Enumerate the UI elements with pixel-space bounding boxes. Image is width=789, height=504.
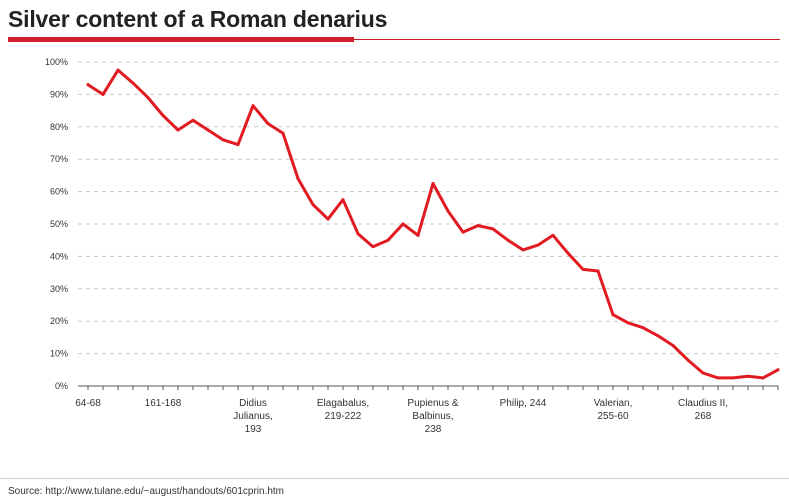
data-point (326, 217, 330, 221)
x-tick-label-line: 268 (695, 411, 712, 422)
y-tick-label: 100% (45, 57, 68, 67)
x-tick-label-line: 64-68 (75, 398, 101, 409)
y-axis-tick-labels: 0% 10% 20% 30% 40% 50% 60% 70% 80% 90% 100% (45, 57, 68, 391)
data-point (506, 238, 510, 242)
y-tick-label: 40% (50, 251, 68, 261)
x-axis (78, 385, 779, 390)
data-point (161, 113, 165, 117)
line-chart: 0% 10% 20% 30% 40% 50% 60% 70% 80% 90% 100% 64-68 1… (45, 57, 780, 435)
data-point (131, 81, 135, 85)
y-tick-label: 20% (50, 316, 68, 326)
y-tick-label: 90% (50, 89, 68, 99)
y-tick-label: 80% (50, 122, 68, 132)
data-point (221, 138, 225, 142)
data-point (686, 358, 690, 362)
data-point (236, 143, 240, 147)
data-point (386, 238, 390, 242)
x-tick-label: Claudius II, 268 (678, 398, 728, 422)
data-point (176, 128, 180, 132)
title-underline (8, 39, 780, 40)
data-point (206, 128, 210, 132)
x-tick-label-line: 255-60 (597, 411, 629, 422)
y-tick-label: 10% (50, 349, 68, 359)
data-point (311, 203, 315, 207)
x-tick-label: Didius Julianus, 193 (233, 398, 272, 435)
data-point (86, 83, 90, 87)
data-point (116, 68, 120, 72)
x-tick-label-line: Valerian, (594, 398, 633, 409)
data-point (761, 376, 765, 380)
data-point (416, 233, 420, 237)
data-point (461, 230, 465, 234)
x-tick-label-line: 193 (245, 424, 262, 435)
data-points (86, 68, 780, 380)
data-point (641, 326, 645, 330)
data-point (251, 104, 255, 108)
x-axis-tick-labels: 64-68 161-168 Didius Julianus, 193 Elagabalus… (75, 398, 728, 435)
data-point (671, 344, 675, 347)
chart-title: Silver content of a Roman denarius (8, 6, 388, 32)
data-point (281, 131, 285, 135)
data-point (146, 96, 150, 100)
y-tick-label: 50% (50, 219, 68, 229)
y-tick-label: 70% (50, 154, 68, 164)
x-tick-label: 161-168 (145, 398, 182, 409)
data-point (701, 371, 705, 375)
footer-divider (0, 478, 789, 479)
x-tick-label-line: Claudius II, (678, 398, 728, 409)
x-tick-label-line: Julianus, (233, 411, 272, 422)
data-point (341, 198, 345, 202)
data-point (746, 374, 750, 378)
data-point (626, 321, 630, 325)
data-point (356, 232, 360, 236)
x-tick-label-line: Pupienus & (407, 398, 458, 409)
data-point (431, 182, 435, 185)
y-tick-label: 0% (55, 381, 68, 391)
x-tick-label-line: Didius (239, 398, 267, 409)
data-point (476, 224, 480, 228)
data-point (656, 334, 660, 338)
data-point (581, 267, 585, 271)
x-tick-label-line: Balbinus, (412, 411, 453, 422)
data-point (596, 269, 600, 273)
data-point (191, 118, 195, 122)
y-tick-label: 30% (50, 284, 68, 294)
data-point (491, 227, 495, 231)
data-point (776, 368, 780, 372)
x-tick-label: Pupienus & Balbinus, 238 (407, 398, 458, 435)
x-tick-label-line: 238 (425, 424, 442, 435)
data-point (296, 177, 300, 181)
x-tick-label: Elagabalus, 219-222 (317, 398, 369, 422)
x-tick-label: Philip, 244 (500, 398, 547, 409)
data-point (266, 122, 270, 126)
data-point (731, 376, 735, 380)
gridlines (78, 61, 778, 355)
data-point (716, 376, 720, 380)
y-tick-label: 60% (50, 187, 68, 197)
title-accent-bar (8, 37, 354, 42)
x-tick-label-line: 161-168 (145, 398, 182, 409)
data-point (446, 209, 450, 213)
x-tick-label-line: Elagabalus, (317, 398, 369, 409)
data-point (536, 243, 540, 247)
data-point (611, 313, 615, 317)
data-point (521, 248, 525, 252)
data-point (401, 222, 405, 226)
x-tick-label: Valerian, 255-60 (594, 398, 633, 422)
data-point (101, 92, 105, 96)
source-note: Source: http://www.tulane.edu/~august/ha… (8, 486, 285, 497)
x-tick-label-line: 219-222 (325, 411, 362, 422)
data-point (551, 233, 555, 237)
data-point (566, 251, 570, 255)
data-point (371, 245, 375, 249)
x-tick-label: 64-68 (75, 398, 101, 409)
x-tick-label-line: Philip, 244 (500, 398, 547, 409)
